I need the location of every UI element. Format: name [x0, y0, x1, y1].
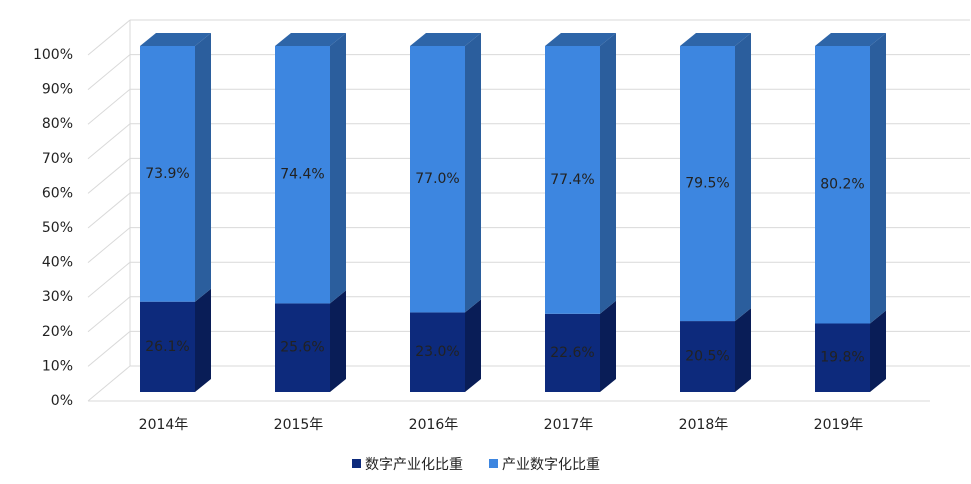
data-label: 20.5% [685, 349, 729, 365]
bar-segment [680, 321, 735, 392]
legend-swatch [352, 459, 361, 468]
bar-top [410, 33, 481, 46]
bar-side [735, 33, 751, 322]
bar-side [870, 33, 886, 324]
bar-segment [545, 313, 600, 392]
y-tick-label: 10% [42, 358, 73, 374]
bar-side [465, 299, 481, 392]
y-tick-label: 20% [42, 324, 73, 340]
bar-side [600, 33, 616, 314]
bar-side [195, 288, 211, 392]
grid-line-side [87, 331, 131, 367]
data-label: 23.0% [415, 344, 459, 360]
legend-swatch [489, 459, 498, 468]
bar-side [870, 310, 886, 392]
y-tick-label: 80% [42, 116, 73, 132]
y-tick-label: 0% [51, 393, 73, 409]
y-tick-label: 60% [42, 185, 73, 201]
bar-side [195, 33, 211, 302]
legend-label: 产业数字化比重 [502, 457, 600, 473]
bar-segment [815, 46, 870, 324]
bar-top [680, 33, 751, 46]
data-label: 80.2% [820, 177, 864, 193]
data-label: 22.6% [550, 345, 594, 361]
data-label: 19.8% [820, 350, 864, 366]
x-tick-label: 2017年 [544, 417, 594, 433]
bar-segment [680, 46, 735, 322]
grid-line-side [87, 123, 131, 160]
y-tick-label: 40% [42, 255, 73, 271]
grid-line-side [87, 365, 131, 402]
data-label: 74.4% [280, 167, 324, 183]
bar-side [600, 300, 616, 392]
y-tick-label: 90% [42, 82, 73, 98]
bar-segment [410, 46, 465, 313]
bar-top [545, 33, 616, 46]
data-label: 77.4% [550, 172, 594, 188]
bar-segment [815, 323, 870, 392]
grid-line-side [87, 158, 131, 194]
bar-segment [275, 303, 330, 392]
bar-side [735, 308, 751, 392]
bar-side [330, 33, 346, 304]
bar-segment [140, 301, 195, 392]
bar-top [815, 33, 886, 46]
y-tick-label: 100% [33, 47, 73, 63]
grid-line-side [87, 227, 131, 263]
grid-line-side [87, 88, 131, 125]
bar-segment [410, 312, 465, 392]
grid-line-side [87, 296, 131, 333]
bar-side [465, 33, 481, 313]
data-label: 77.0% [415, 171, 459, 187]
x-tick-label: 2014年 [139, 417, 189, 433]
x-tick-label: 2016年 [409, 417, 459, 433]
bar-top [275, 33, 346, 46]
y-tick-label: 30% [42, 289, 73, 305]
bar-side [330, 290, 346, 392]
bar-segment [275, 46, 330, 304]
data-label: 73.9% [145, 166, 189, 182]
x-tick-label: 2015年 [274, 417, 324, 433]
bar-top [140, 33, 211, 46]
data-label: 79.5% [685, 176, 729, 192]
bar-segment [545, 46, 600, 314]
grid-line-side [87, 19, 131, 56]
x-tick-label: 2018年 [679, 417, 729, 433]
grid-line-side [87, 261, 131, 298]
data-label: 25.6% [280, 340, 324, 356]
grid-line-side [87, 192, 131, 229]
y-tick-label: 50% [42, 220, 73, 236]
legend-label: 数字产业化比重 [365, 457, 463, 473]
data-label: 26.1% [145, 339, 189, 355]
bar-segment [140, 46, 195, 302]
x-tick-label: 2019年 [814, 417, 864, 433]
grid-line-side [87, 54, 131, 90]
y-tick-label: 70% [42, 151, 73, 167]
